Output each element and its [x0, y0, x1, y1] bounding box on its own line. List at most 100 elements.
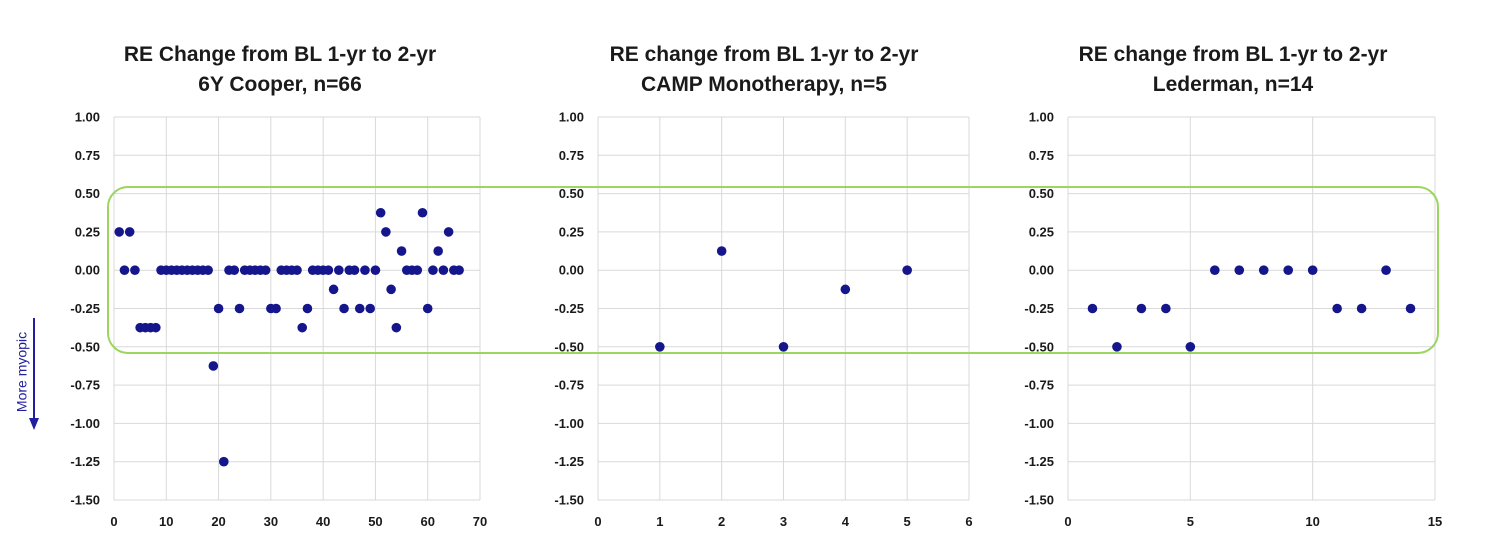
data-point [370, 265, 381, 276]
y-tick-label: 0.25 [1029, 224, 1054, 239]
x-tick-label: 5 [1187, 514, 1194, 529]
y-tick-label: 0.00 [559, 263, 584, 278]
data-point [1161, 303, 1171, 314]
data-point [119, 265, 130, 276]
y-tick-label: -0.75 [1024, 378, 1054, 393]
data-point [151, 322, 161, 333]
data-point [292, 265, 302, 276]
y-tick-label: -0.25 [70, 301, 100, 316]
data-point [1185, 342, 1196, 352]
y-tick-label: -0.50 [554, 339, 584, 354]
data-point [213, 303, 224, 314]
data-point [428, 265, 438, 276]
y-tick-label: 0.00 [1029, 263, 1054, 278]
x-tick-label: 40 [316, 514, 330, 529]
y-tick-label: 0.75 [559, 148, 584, 163]
data-point [297, 322, 308, 333]
y-tick-label: 0.50 [1029, 186, 1054, 201]
y-tick-label: -1.50 [554, 493, 584, 508]
data-point [219, 456, 229, 467]
data-point [381, 227, 391, 237]
data-point [271, 303, 281, 314]
chart-panel-3: RE change from BL 1-yr to 2-yr Lederman, … [1024, 43, 1442, 529]
data-point [365, 303, 376, 314]
data-point [1405, 303, 1416, 314]
y-tick-label: -0.25 [554, 301, 584, 316]
x-tick-label: 60 [420, 514, 434, 529]
data-point [375, 207, 386, 218]
data-point [349, 265, 360, 276]
data-point [902, 265, 912, 276]
x-tick-label: 20 [211, 514, 225, 529]
down-arrow-head-icon [29, 418, 39, 430]
data-point [208, 361, 219, 371]
x-tick-label: 15 [1428, 514, 1442, 529]
chart-title-line-2: 6Y Cooper, n=66 [198, 73, 362, 96]
data-point [391, 322, 402, 333]
highlight-box [107, 186, 1439, 354]
charts-layer: RE Change from BL 1-yr to 2-yr 6Y Cooper,… [70, 43, 1442, 529]
x-tick-label: 1 [656, 514, 663, 529]
data-point [396, 246, 407, 256]
data-point [438, 265, 449, 276]
y-tick-label: -1.00 [70, 416, 100, 431]
data-point [124, 227, 135, 237]
data-point [260, 265, 271, 276]
y-tick-label: -1.25 [554, 454, 584, 469]
y-tick-label: 1.00 [75, 110, 100, 125]
data-point [1112, 342, 1122, 352]
y-tick-label: 1.00 [1029, 110, 1054, 125]
more-myopic-annotation: More myopic [14, 318, 39, 430]
chart-title-line-1: RE change from BL 1-yr to 2-yr [1079, 43, 1388, 66]
data-point [234, 303, 245, 314]
data-point [1258, 265, 1269, 276]
x-tick-label: 0 [1064, 514, 1071, 529]
data-point [1087, 303, 1098, 314]
chart-panel-2: RE change from BL 1-yr to 2-yr CAMP Monot… [554, 43, 972, 529]
x-tick-label: 30 [264, 514, 278, 529]
y-tick-label: -0.75 [554, 378, 584, 393]
data-point [716, 246, 727, 256]
data-point [840, 284, 851, 295]
chart-title-line-1: RE change from BL 1-yr to 2-yr [610, 43, 919, 66]
data-point [454, 265, 464, 276]
data-point [443, 227, 454, 237]
y-tick-label: -1.00 [554, 416, 584, 431]
y-tick-label: 0.75 [75, 148, 100, 163]
data-point [354, 303, 365, 314]
chart-title-line-2: CAMP Monotherapy, n=5 [641, 73, 887, 96]
data-point [1381, 265, 1391, 276]
x-tick-label: 0 [110, 514, 117, 529]
y-tick-label: -0.25 [1024, 301, 1054, 316]
y-tick-label: 0.50 [75, 186, 100, 201]
y-tick-label: 0.75 [1029, 148, 1054, 163]
y-tick-label: -0.50 [1024, 339, 1054, 354]
data-point [412, 265, 423, 276]
x-tick-label: 3 [780, 514, 787, 529]
x-tick-label: 0 [594, 514, 601, 529]
data-point [1332, 303, 1342, 314]
data-point [1307, 265, 1318, 276]
chart-title-line-2: Lederman, n=14 [1153, 73, 1314, 96]
data-point [323, 265, 334, 276]
y-tick-label: -1.50 [1024, 493, 1054, 508]
y-tick-label: 1.00 [559, 110, 584, 125]
more-myopic-label: More myopic [14, 332, 30, 412]
data-point [386, 284, 396, 295]
data-point [655, 342, 665, 352]
y-tick-label: -1.25 [70, 454, 100, 469]
x-tick-label: 50 [368, 514, 382, 529]
x-tick-label: 70 [473, 514, 487, 529]
data-point [417, 207, 428, 218]
data-point [328, 284, 339, 295]
data-point [130, 265, 140, 276]
data-point [339, 303, 349, 314]
y-tick-label: -1.25 [1024, 454, 1054, 469]
y-tick-label: 0.25 [75, 224, 100, 239]
x-tick-label: 6 [965, 514, 972, 529]
y-tick-label: -1.50 [70, 493, 100, 508]
data-point [203, 265, 213, 276]
y-tick-label: -1.00 [1024, 416, 1054, 431]
chart-title-line-1: RE Change from BL 1-yr to 2-yr [124, 43, 436, 66]
